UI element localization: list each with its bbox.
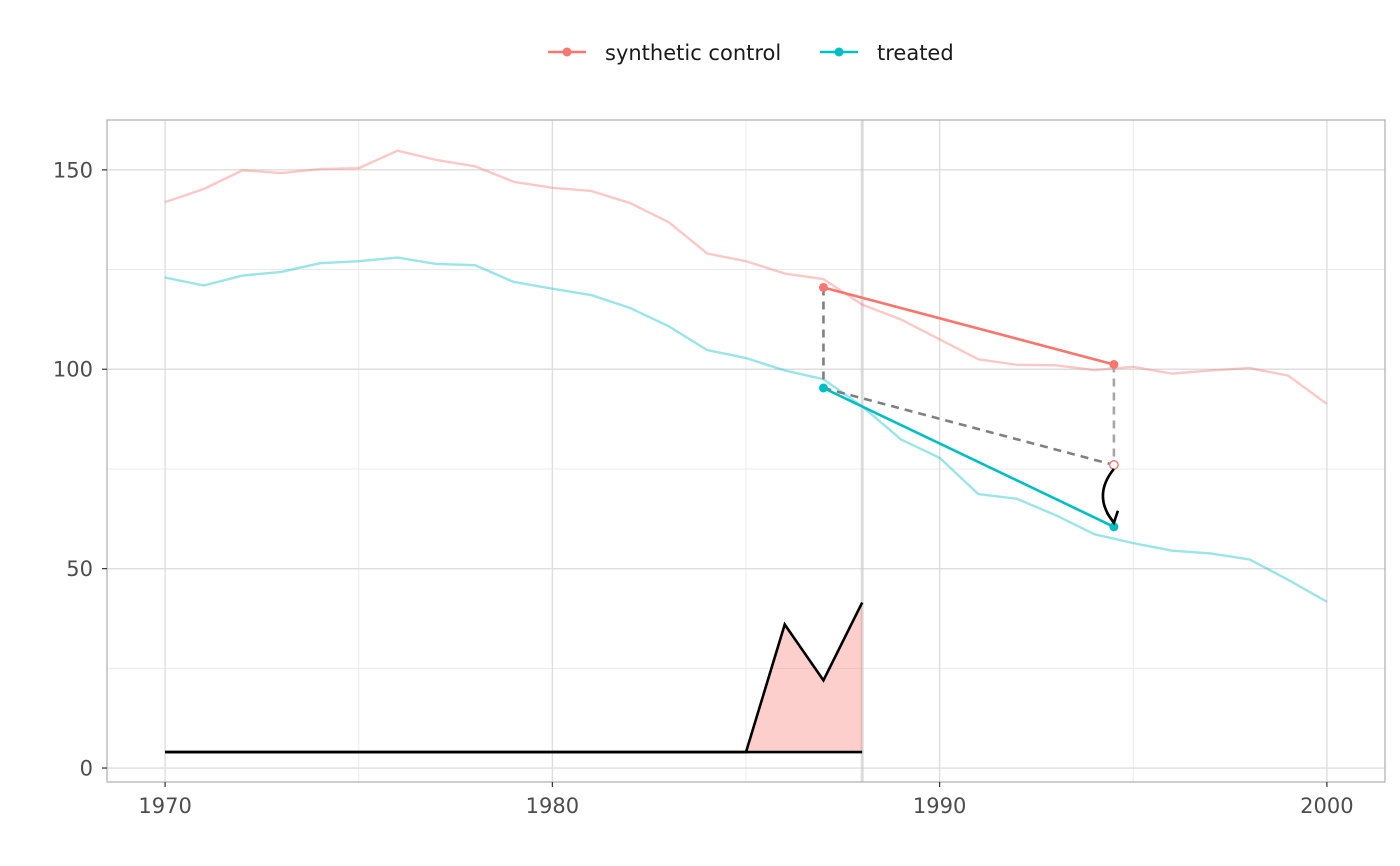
annotation bbox=[818, 282, 1120, 532]
legend-label-synthetic-control: synthetic control bbox=[605, 41, 781, 65]
x-tick-label: 1980 bbox=[526, 794, 579, 818]
x-tick-label: 2000 bbox=[1300, 794, 1353, 818]
synthetic-point-start bbox=[818, 282, 828, 292]
x-tick-label: 1990 bbox=[913, 794, 966, 818]
legend-label-treated: treated bbox=[877, 41, 954, 65]
x-axis-ticks: 1970 1980 1990 2000 bbox=[138, 782, 1354, 818]
treated-point-end bbox=[1109, 522, 1119, 532]
treated-point-start bbox=[818, 383, 828, 393]
y-tick-label: 150 bbox=[53, 158, 93, 182]
synthetic-control-segment bbox=[823, 286, 1115, 366]
y-tick-label: 100 bbox=[53, 358, 93, 382]
legend-marker-synthetic-control bbox=[562, 47, 572, 57]
y-axis-ticks: 0 50 100 150 bbox=[53, 158, 107, 781]
treated-segment bbox=[822, 386, 1115, 528]
weight-area-fill bbox=[165, 602, 863, 753]
legend-marker-treated bbox=[834, 47, 844, 57]
counterfactual-line bbox=[823, 386, 1115, 467]
weight-area bbox=[165, 601, 864, 754]
counterfactual-point bbox=[1109, 460, 1119, 470]
x-tick-label: 1970 bbox=[138, 794, 191, 818]
legend: synthetic control treated bbox=[548, 41, 954, 65]
panel-border bbox=[106, 119, 1386, 783]
series-lines bbox=[164, 149, 1328, 603]
effect-arrow-head bbox=[1105, 510, 1120, 526]
major-gridlines bbox=[107, 120, 1385, 782]
minor-gridlines bbox=[107, 120, 1385, 782]
series-line-treated bbox=[164, 256, 1328, 603]
y-tick-label: 50 bbox=[66, 557, 93, 581]
series-line-synthetic-control bbox=[164, 149, 1328, 405]
weight-line bbox=[165, 601, 864, 754]
y-tick-label: 0 bbox=[80, 757, 93, 781]
synthetic-point-end bbox=[1109, 359, 1119, 369]
